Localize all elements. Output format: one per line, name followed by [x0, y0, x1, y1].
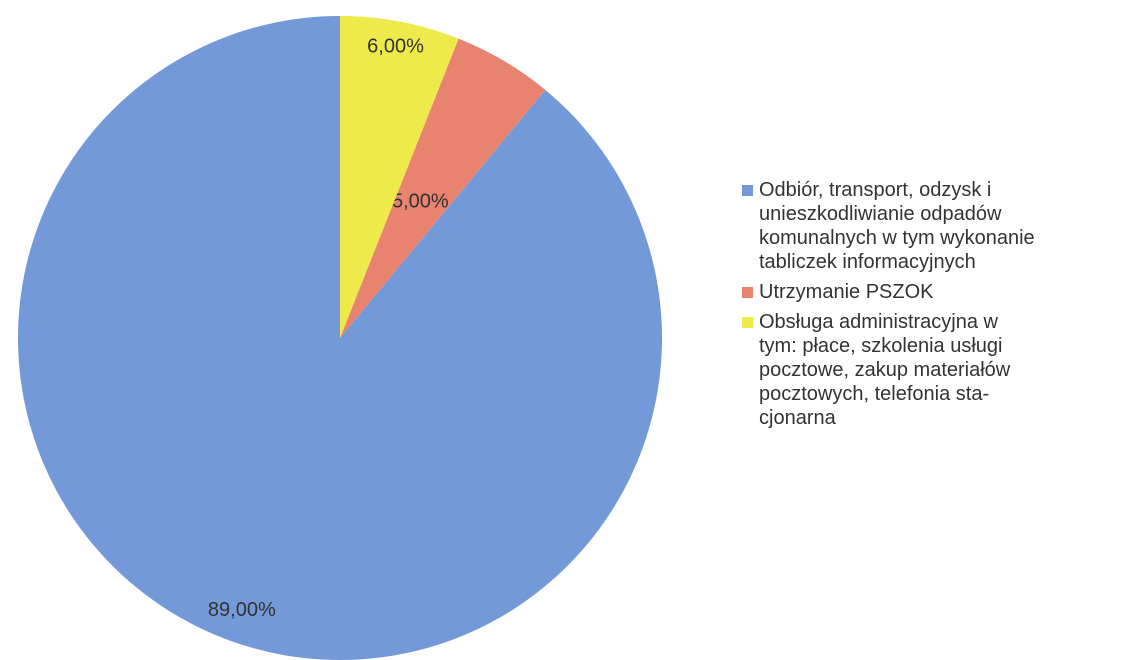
pie-slice [340, 38, 546, 339]
legend-swatch [742, 317, 753, 328]
data-label: 89,00% [208, 599, 276, 621]
legend-label: Utrzymanie PSZOK [759, 281, 934, 303]
pie-area: 89,00% 5,00% 6,00% [17, 16, 662, 660]
legend-swatch [742, 287, 753, 298]
legend-label: Odbiór, transport, odzysk i unieszkodliw… [759, 179, 1035, 273]
legend-item: Utrzymanie PSZOK [742, 280, 1035, 304]
legend-item: Odbiór, transport, odzysk i unieszkodliw… [742, 178, 1035, 274]
legend: Odbiór, transport, odzysk i unieszkodliw… [742, 178, 1035, 436]
pie-slice [340, 16, 459, 338]
data-label: 5,00% [392, 190, 449, 212]
data-label: 6,00% [367, 35, 424, 57]
legend-label: Obsługa administracyjna w tym: płace, sz… [759, 311, 1011, 429]
legend-item: Obsługa administracyjna w tym: płace, sz… [742, 310, 1035, 430]
pie-slice [17, 16, 662, 660]
legend-swatch [742, 185, 753, 196]
